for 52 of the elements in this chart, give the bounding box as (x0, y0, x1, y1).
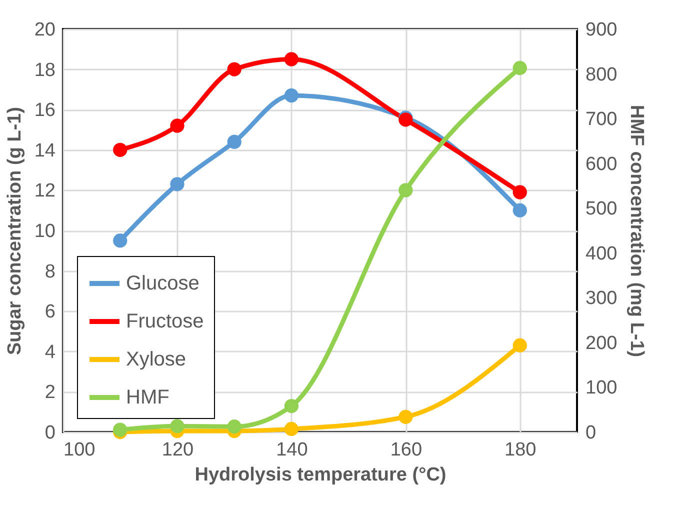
x-tick-label: 180 (504, 440, 536, 460)
point (113, 234, 128, 248)
y2-tick-label: 0 (586, 422, 596, 444)
point (512, 185, 527, 200)
y-tick-label: 18 (34, 60, 56, 81)
point (170, 177, 184, 192)
point (512, 203, 527, 218)
y2-tick-label: 300 (586, 288, 618, 310)
x-tick-label: 100 (64, 440, 96, 460)
y-tick-label: 10 (34, 221, 56, 242)
y2-tick-label: 400 (586, 243, 618, 264)
legend-label: HMF (126, 386, 170, 408)
y2-tick-label: 500 (586, 198, 618, 220)
y2-tick-label: 900 (586, 20, 618, 40)
point (512, 338, 527, 352)
y-tick-label: 0 (44, 422, 56, 444)
point (398, 410, 413, 424)
y-tick-label: 8 (44, 261, 56, 282)
y-tick-label: 14 (34, 140, 56, 162)
point (512, 60, 527, 76)
point (170, 419, 184, 434)
x-tick-label: 120 (162, 440, 194, 460)
y-tick-label: 16 (34, 100, 56, 122)
y-tick-label: 4 (44, 342, 56, 363)
point (398, 183, 413, 198)
y2-tick-label: 600 (586, 154, 618, 175)
y-axis-title: Sugar concentration (g L-1) (4, 106, 26, 356)
x-tick-label: 160 (390, 440, 422, 460)
point (284, 88, 299, 103)
point (113, 422, 128, 437)
y2-axis-title: HMF concentration (mg L-1) (626, 104, 648, 358)
point (227, 134, 242, 149)
legend-label: Xylose (126, 348, 186, 370)
y-tick-label: 2 (44, 382, 56, 404)
point (170, 118, 184, 133)
y-tick-label: 20 (34, 20, 56, 40)
x-tick-label: 140 (276, 440, 308, 460)
y2-tick-label: 200 (586, 332, 618, 354)
x-axis-title: Hydrolysis temperature (°C) (194, 464, 446, 486)
legend-label: Glucose (126, 272, 200, 294)
point (284, 398, 299, 414)
point (227, 62, 242, 76)
y2-tick-label: 700 (586, 109, 618, 130)
point (284, 422, 299, 436)
y2-tick-label: 100 (586, 378, 618, 399)
legend-label: Fructose (126, 310, 204, 332)
y-tick-label: 12 (34, 180, 56, 202)
point (284, 52, 299, 66)
point (227, 420, 242, 434)
y2-tick-label: 800 (586, 64, 618, 86)
point (113, 142, 128, 157)
y-tick-label: 6 (44, 302, 56, 323)
